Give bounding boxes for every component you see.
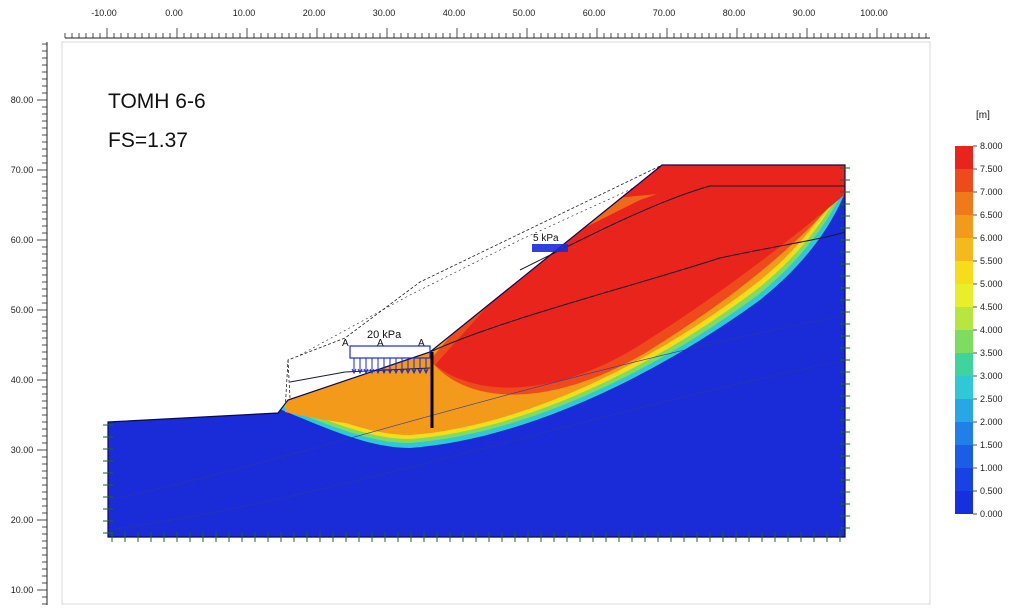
factor-of-safety-label: FS=1.37	[108, 129, 188, 152]
left-ruler-label: 20.00	[11, 515, 34, 525]
top-ruler-label: 20.00	[303, 8, 326, 18]
left-ruler: 80.00 70.00 60.00 50.00 40.00 30.00 20.00 10.00	[11, 42, 48, 605]
legend-swatch	[955, 468, 973, 491]
legend-label: 1.500	[980, 440, 1003, 450]
left-ruler-label: 60.00	[11, 235, 34, 245]
legend-label: 8.000	[980, 141, 1003, 151]
load-marker-a2: A	[377, 338, 384, 349]
legend-swatch	[955, 215, 973, 238]
legend-label: 5.500	[980, 256, 1003, 266]
legend-label: 4.000	[980, 325, 1003, 335]
legend-label: 0.000	[980, 509, 1003, 519]
load-marker-a1: A	[342, 338, 349, 349]
top-ruler-label: 60.00	[583, 8, 606, 18]
legend-label: 1.000	[980, 463, 1003, 473]
model-frame	[61, 41, 931, 605]
load-marker-a3: A	[418, 338, 425, 349]
legend-swatch	[955, 399, 973, 422]
slope-boundary	[107, 164, 846, 538]
legend-unit: [m]	[976, 110, 990, 121]
top-ruler-label: 40.00	[443, 8, 466, 18]
legend-swatch	[955, 284, 973, 307]
top-ruler-label: 0.00	[165, 8, 183, 18]
legend-label: 2.000	[980, 417, 1003, 427]
displacement-contours	[108, 165, 845, 537]
top-ruler-label: 10.00	[233, 8, 256, 18]
legend-swatch	[955, 445, 973, 468]
load-20kpa-label: 20 kPa	[367, 329, 402, 341]
legend-swatch	[955, 261, 973, 284]
legend-swatch	[955, 330, 973, 353]
surface-load-5kpa: 5 kPa	[532, 233, 568, 252]
top-ruler-label: -10.00	[91, 8, 117, 18]
legend-label: 3.500	[980, 348, 1003, 358]
legend-swatch	[955, 376, 973, 399]
model-title: TOMH 6-6	[108, 90, 206, 113]
legend-label: 4.500	[980, 302, 1003, 312]
distributed-load-20kpa: 20 kPa A A A	[342, 329, 431, 375]
legend-swatch	[955, 169, 973, 192]
left-ruler-label: 50.00	[11, 305, 34, 315]
legend-label: 6.000	[980, 233, 1003, 243]
left-ruler-label: 40.00	[11, 375, 34, 385]
top-ruler-label: 90.00	[793, 8, 816, 18]
legend-label: 6.500	[980, 210, 1003, 220]
top-ruler-label: 80.00	[723, 8, 746, 18]
original-ground-outline	[284, 164, 663, 413]
top-ruler: -10.00 0.00 10.00 20.00 30.00 40.00 50.00 60.00…	[64, 8, 930, 39]
top-ruler-label: 30.00	[373, 8, 396, 18]
legend-label: 7.500	[980, 164, 1003, 174]
left-ruler-label: 70.00	[11, 165, 34, 175]
left-ruler-label: 80.00	[11, 95, 34, 105]
left-ruler-label: 30.00	[11, 445, 34, 455]
legend-swatch	[955, 422, 973, 445]
left-ruler-label: 10.00	[11, 585, 34, 595]
top-ruler-label: 70.00	[653, 8, 676, 18]
legend-swatch	[955, 491, 973, 514]
legend-swatch	[955, 146, 973, 169]
color-legend: [m] 8.000 7.500 7.000 6.500 6.000 5.500 5.000 4…	[955, 110, 1003, 519]
legend-label: 5.000	[980, 279, 1003, 289]
top-ruler-label: 100.00	[860, 8, 888, 18]
legend-label: 7.000	[980, 187, 1003, 197]
legend-swatch	[955, 307, 973, 330]
legend-label: 2.500	[980, 394, 1003, 404]
legend-swatch	[955, 353, 973, 376]
legend-label: 3.000	[980, 371, 1003, 381]
legend-label: 0.500	[980, 486, 1003, 496]
top-ruler-label: 50.00	[513, 8, 536, 18]
legend-swatch	[955, 192, 973, 215]
boundary-supports	[103, 167, 850, 542]
load-5kpa-label: 5 kPa	[533, 233, 559, 244]
legend-swatch	[955, 238, 973, 261]
